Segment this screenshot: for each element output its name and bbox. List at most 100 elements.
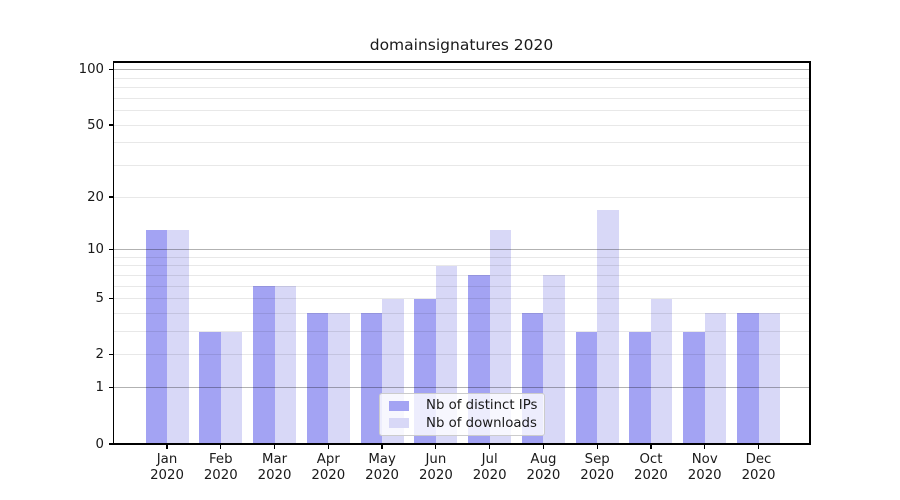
x-tick-month-apr: Apr — [316, 452, 340, 467]
x-tick-year-mar: 2020 — [257, 467, 292, 483]
bar-distinct-ips-jan — [145, 229, 167, 444]
top-spine — [112, 61, 811, 63]
x-tick-month-may: May — [368, 452, 396, 467]
gridline-minor-50 — [113, 124, 810, 126]
bar-downloads-jul — [489, 229, 512, 444]
y-tick-label-100: 100 — [78, 62, 104, 78]
x-tick-month-jun: Jun — [425, 452, 447, 467]
y-tick-50 — [109, 124, 114, 126]
x-tick-may — [381, 444, 383, 449]
legend-swatch-downloads — [389, 418, 409, 429]
x-tick-label-apr: Apr 2020 — [296, 452, 360, 483]
gridline-minor-60 — [113, 110, 810, 112]
bar-distinct-ips-oct — [629, 331, 651, 444]
x-tick-month-nov: Nov — [691, 452, 718, 467]
legend-label-distinct-ips: Nb of distinct IPs — [426, 398, 538, 414]
x-tick-year-nov: 2020 — [687, 467, 722, 483]
gridline-minor-8 — [113, 265, 810, 267]
x-tick-year-jul: 2020 — [472, 467, 507, 483]
x-tick-label-dec: Dec 2020 — [727, 452, 791, 483]
bar-downloads-apr — [328, 313, 350, 444]
x-tick-mar — [273, 444, 276, 449]
x-tick-month-jan: Jan — [156, 452, 178, 467]
x-tick-label-jan: Jan 2020 — [135, 452, 199, 483]
y-tick-label-0: 0 — [95, 436, 104, 452]
x-tick-jul — [489, 444, 491, 449]
bar-distinct-ips-apr — [306, 313, 329, 444]
y-tick-label-50: 50 — [87, 117, 104, 133]
bar-distinct-ips-dec — [737, 313, 759, 444]
x-tick-jun — [435, 444, 437, 449]
x-tick-year-feb: 2020 — [203, 467, 238, 483]
legend-item-distinct-ips: Nb of distinct IPs — [389, 398, 538, 414]
x-tick-label-nov: Nov 2020 — [673, 452, 737, 483]
x-tick-label-oct: Oct 2020 — [619, 452, 683, 483]
x-tick-label-jul: Jul 2020 — [458, 452, 522, 483]
y-tick-20 — [109, 196, 114, 198]
legend-item-downloads: Nb of downloads — [389, 415, 537, 431]
y-tick-0 — [109, 443, 114, 445]
x-tick-year-may: 2020 — [365, 467, 399, 483]
y-tick-label-2: 2 — [95, 347, 104, 363]
x-tick-label-jun: Jun 2020 — [404, 452, 468, 483]
gridline-minor-5 — [113, 298, 810, 300]
x-tick-year-oct: 2020 — [634, 467, 668, 483]
bar-distinct-ips-nov — [683, 331, 705, 444]
y-tick-5 — [109, 298, 114, 300]
x-tick-month-aug: Aug — [530, 452, 557, 467]
gridline-minor-80 — [113, 87, 810, 89]
x-tick-sep — [596, 444, 598, 449]
gridline-major-1 — [113, 387, 810, 389]
x-tick-label-may: May 2020 — [350, 452, 414, 483]
legend-swatch-distinct-ips — [389, 400, 409, 411]
y-tick-100 — [109, 69, 114, 71]
x-tick-month-sep: Sep — [584, 452, 610, 467]
x-tick-year-aug: 2020 — [526, 467, 561, 483]
x-tick-dec — [757, 444, 760, 449]
gridline-minor-30 — [113, 164, 810, 166]
bar-downloads-feb — [220, 331, 243, 444]
bar-downloads-sep — [597, 209, 619, 444]
x-tick-nov — [704, 444, 706, 449]
gridline-minor-7 — [113, 274, 810, 276]
gridline-minor-6 — [113, 285, 810, 287]
y-tick-label-5: 5 — [95, 291, 104, 307]
x-tick-year-sep: 2020 — [580, 467, 615, 483]
x-tick-month-mar: Mar — [261, 452, 288, 467]
x-tick-month-feb: Feb — [208, 452, 233, 467]
x-tick-label-mar: Mar 2020 — [243, 452, 307, 483]
gridline-minor-4 — [113, 312, 810, 314]
gridline-minor-70 — [113, 97, 810, 99]
gridline-minor-9 — [113, 256, 810, 258]
legend-label-downloads: Nb of downloads — [426, 415, 537, 431]
x-tick-year-apr: 2020 — [311, 467, 346, 483]
x-tick-feb — [220, 444, 222, 449]
bar-downloads-dec — [758, 313, 780, 444]
x-tick-year-jan: 2020 — [150, 467, 184, 483]
x-tick-jan — [166, 444, 168, 449]
gridline-minor-20 — [113, 196, 810, 198]
x-axis-line — [112, 443, 811, 445]
bar-downloads-aug — [543, 275, 565, 444]
right-spine — [809, 62, 811, 444]
bar-distinct-ips-feb — [199, 331, 221, 444]
chart-title: domainsignatures 2020 — [369, 36, 554, 54]
gridline-minor-3 — [113, 331, 810, 333]
bar-distinct-ips-mar — [253, 286, 275, 444]
gridline-minor-40 — [113, 142, 810, 144]
y-tick-10 — [109, 248, 114, 251]
y-tick-label-20: 20 — [87, 189, 104, 205]
x-tick-label-sep: Sep 2020 — [565, 452, 629, 483]
x-tick-oct — [650, 444, 652, 449]
x-tick-month-jul: Jul — [481, 452, 498, 467]
bar-downloads-jan — [167, 229, 189, 444]
x-tick-label-feb: Feb 2020 — [189, 452, 253, 483]
bar-downloads-mar — [274, 286, 297, 444]
gridline-minor-2 — [113, 354, 810, 356]
x-tick-year-jun: 2020 — [418, 467, 453, 483]
y-axis-line — [112, 62, 115, 444]
x-tick-apr — [327, 444, 329, 449]
gridline-major-10 — [113, 248, 810, 251]
y-tick-label-10: 10 — [87, 242, 104, 257]
bar-distinct-ips-sep — [575, 331, 598, 444]
